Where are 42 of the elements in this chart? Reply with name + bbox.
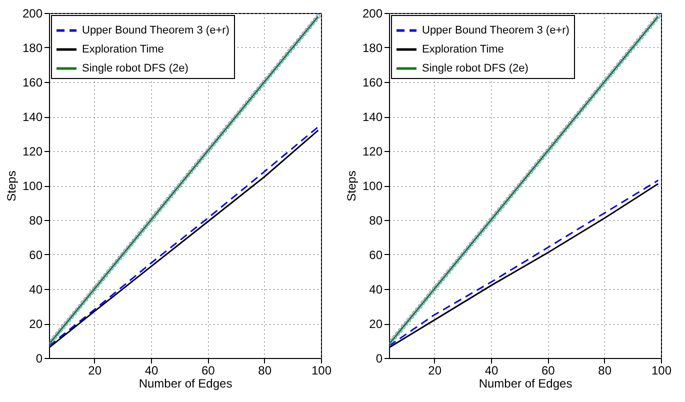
y-tick-label: 180	[362, 41, 383, 55]
x-tick-label: 80	[258, 364, 272, 378]
y-tick-label: 140	[362, 110, 383, 124]
y-tick-label: 180	[22, 41, 43, 55]
y-tick-label: 60	[29, 248, 43, 262]
y-tick-label: 140	[22, 110, 43, 124]
y-tick-label: 60	[369, 248, 383, 262]
x-tick-label: 60	[201, 364, 216, 378]
x-tick-label: 60	[541, 364, 556, 378]
y-axis-title: Steps	[4, 170, 18, 202]
legend-label: Exploration Time	[82, 44, 164, 56]
y-tick-label: 0	[376, 352, 383, 366]
y-tick-label: 160	[22, 76, 43, 90]
y-tick-label: 200	[362, 6, 383, 20]
y-tick-label: 40	[369, 282, 383, 296]
x-tick-label: 40	[484, 364, 498, 378]
y-tick-label: 200	[22, 6, 43, 20]
y-tick-label: 0	[36, 352, 43, 366]
y-tick-label: 120	[22, 144, 43, 158]
y-tick-label: 160	[362, 76, 383, 90]
x-axis-title: Number of Edges	[138, 376, 232, 390]
y-tick-label: 100	[362, 179, 383, 193]
y-tick-label: 120	[362, 144, 383, 158]
x-tick-label: 100	[651, 364, 672, 378]
y-tick-label: 20	[369, 317, 383, 331]
x-axis-title: Number of Edges	[478, 376, 572, 390]
y-tick-label: 20	[29, 317, 43, 331]
x-tick-label: 20	[88, 364, 102, 378]
y-axis-title: Steps	[344, 170, 358, 202]
y-tick-label: 80	[29, 214, 43, 228]
x-tick-label: 80	[598, 364, 612, 378]
legend-label: Single robot DFS (2e)	[422, 62, 528, 74]
x-tick-label: 20	[428, 364, 442, 378]
x-tick-label: 40	[144, 364, 158, 378]
x-tick-label: 100	[311, 364, 332, 378]
legend-label: Single robot DFS (2e)	[82, 62, 188, 74]
y-tick-label: 80	[369, 214, 383, 228]
y-tick-label: 100	[22, 179, 43, 193]
legend-label: Upper Bound Theorem 3 (e+r)	[422, 24, 570, 36]
y-tick-label: 40	[29, 282, 43, 296]
legend-label: Upper Bound Theorem 3 (e+r)	[82, 24, 230, 36]
legend-label: Exploration Time	[422, 44, 504, 56]
